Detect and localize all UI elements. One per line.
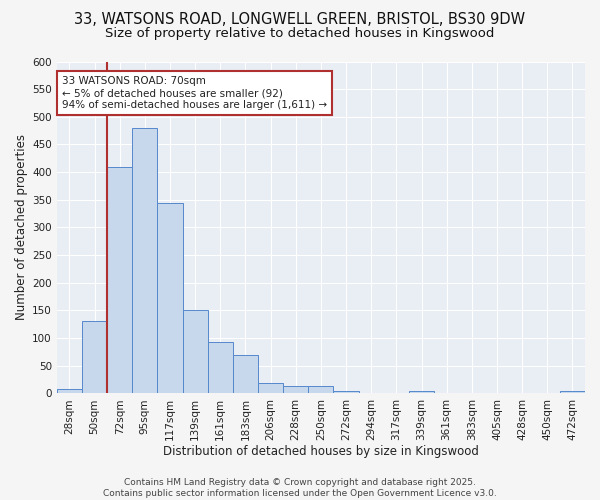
- Bar: [182, 310, 208, 394]
- Text: 33, WATSONS ROAD, LONGWELL GREEN, BRISTOL, BS30 9DW: 33, WATSONS ROAD, LONGWELL GREEN, BRISTO…: [74, 12, 526, 28]
- Text: Contains HM Land Registry data © Crown copyright and database right 2025.
Contai: Contains HM Land Registry data © Crown c…: [103, 478, 497, 498]
- Bar: [233, 354, 258, 394]
- Bar: [208, 342, 233, 394]
- Bar: [334, 390, 359, 394]
- Bar: [283, 386, 308, 394]
- Bar: [132, 128, 157, 394]
- Bar: [57, 389, 82, 394]
- Bar: [107, 166, 132, 394]
- Bar: [82, 322, 107, 394]
- Bar: [308, 386, 334, 394]
- Bar: [258, 384, 283, 394]
- Bar: [157, 202, 182, 394]
- Bar: [409, 391, 434, 394]
- Text: Size of property relative to detached houses in Kingswood: Size of property relative to detached ho…: [106, 28, 494, 40]
- Text: 33 WATSONS ROAD: 70sqm
← 5% of detached houses are smaller (92)
94% of semi-deta: 33 WATSONS ROAD: 70sqm ← 5% of detached …: [62, 76, 327, 110]
- Bar: [560, 391, 585, 394]
- Y-axis label: Number of detached properties: Number of detached properties: [15, 134, 28, 320]
- X-axis label: Distribution of detached houses by size in Kingswood: Distribution of detached houses by size …: [163, 444, 479, 458]
